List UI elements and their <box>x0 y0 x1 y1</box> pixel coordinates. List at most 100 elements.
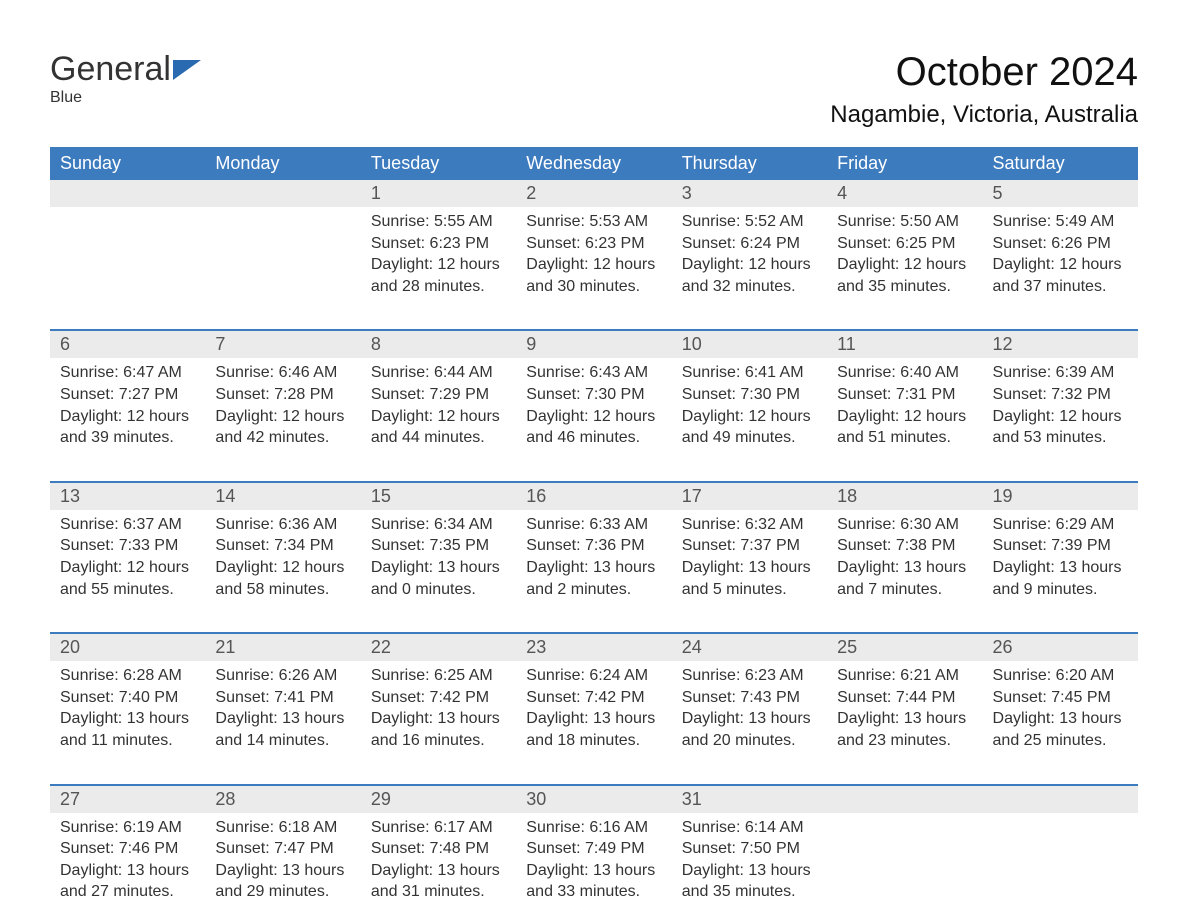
sunrise-text: Sunrise: 6:33 AM <box>526 514 661 536</box>
sunrise-text: Sunrise: 6:28 AM <box>60 665 195 687</box>
sunrise-text: Sunrise: 5:49 AM <box>993 211 1128 233</box>
sunrise-text: Sunrise: 5:55 AM <box>371 211 506 233</box>
sunset-text: Sunset: 6:23 PM <box>526 233 661 255</box>
day-number: 16 <box>516 483 671 510</box>
day-cell: Sunrise: 5:49 AMSunset: 6:26 PMDaylight:… <box>983 207 1138 315</box>
day-number: 13 <box>50 483 205 510</box>
day-number: 5 <box>983 180 1138 207</box>
sunrise-text: Sunrise: 6:21 AM <box>837 665 972 687</box>
day-number: 30 <box>516 786 671 813</box>
day-cell: Sunrise: 5:55 AMSunset: 6:23 PMDaylight:… <box>361 207 516 315</box>
sunset-text: Sunset: 7:39 PM <box>993 535 1128 557</box>
day-cell: Sunrise: 6:25 AMSunset: 7:42 PMDaylight:… <box>361 661 516 769</box>
daylight-text: Daylight: 13 hours and 7 minutes. <box>837 557 972 600</box>
sunrise-text: Sunrise: 6:18 AM <box>215 817 350 839</box>
sunset-text: Sunset: 7:28 PM <box>215 384 350 406</box>
day-number: 10 <box>672 331 827 358</box>
sunset-text: Sunset: 7:40 PM <box>60 687 195 709</box>
day-number: 22 <box>361 634 516 661</box>
daylight-text: Daylight: 13 hours and 14 minutes. <box>215 708 350 751</box>
daynum-row: 20212223242526 <box>50 632 1138 661</box>
sunrise-text: Sunrise: 6:25 AM <box>371 665 506 687</box>
week-body-row: Sunrise: 6:28 AMSunset: 7:40 PM Daylight:… <box>50 661 1138 769</box>
sunrise-text: Sunrise: 6:41 AM <box>682 362 817 384</box>
daylight-text: Daylight: 13 hours and 20 minutes. <box>682 708 817 751</box>
sunset-text: Sunset: 7:42 PM <box>371 687 506 709</box>
sunset-text: Sunset: 7:36 PM <box>526 535 661 557</box>
week-body-row: Sunrise: 6:37 AMSunset: 7:33 PMDaylight:… <box>50 510 1138 618</box>
title-block: October 2024 Nagambie, Victoria, Austral… <box>830 50 1138 129</box>
sunrise-text: Sunrise: 6:37 AM <box>60 514 195 536</box>
day-header: Friday <box>827 147 982 180</box>
day-number: 15 <box>361 483 516 510</box>
sunset-text: Sunset: 7:47 PM <box>215 838 350 860</box>
day-number: 20 <box>50 634 205 661</box>
day-cell: Sunrise: 6:26 AMSunset: 7:41 PMDaylight:… <box>205 661 360 769</box>
daylight-text: Daylight: 12 hours and 58 minutes. <box>215 557 350 600</box>
day-cell: Sunrise: 6:21 AMSunset: 7:44 PMDaylight:… <box>827 661 982 769</box>
daynum-row: 2728293031 <box>50 784 1138 813</box>
day-cell <box>205 207 360 315</box>
daylight-text: Daylight: 12 hours and 44 minutes. <box>371 406 506 449</box>
sunset-text: Sunset: 7:29 PM <box>371 384 506 406</box>
day-number: 21 <box>205 634 360 661</box>
sunrise-text: Sunrise: 6:43 AM <box>526 362 661 384</box>
day-number: 18 <box>827 483 982 510</box>
day-number: 25 <box>827 634 982 661</box>
sunset-text: Sunset: 7:34 PM <box>215 535 350 557</box>
daylight-text: Daylight: 12 hours and 51 minutes. <box>837 406 972 449</box>
sunrise-text: Sunrise: 6:20 AM <box>993 665 1128 687</box>
sunrise-text: Sunrise: 6:23 AM <box>682 665 817 687</box>
sunrise-text: Sunrise: 6:16 AM <box>526 817 661 839</box>
day-number: 29 <box>361 786 516 813</box>
day-header: Thursday <box>672 147 827 180</box>
day-cell: Sunrise: 6:24 AMSunset: 7:42 PMDaylight:… <box>516 661 671 769</box>
daylight-text: Daylight: 13 hours and 29 minutes. <box>215 860 350 903</box>
day-header: Tuesday <box>361 147 516 180</box>
sunset-text: Sunset: 7:31 PM <box>837 384 972 406</box>
daylight-text: Daylight: 12 hours and 46 minutes. <box>526 406 661 449</box>
sunrise-text: Sunrise: 6:14 AM <box>682 817 817 839</box>
day-cell: Sunrise: 6:28 AMSunset: 7:40 PMDaylight:… <box>50 661 205 769</box>
week-body-row: Sunrise: 5:55 AMSunset: 6:23 PMDaylight:… <box>50 207 1138 315</box>
sunset-text: Sunset: 7:37 PM <box>682 535 817 557</box>
day-number <box>50 180 205 207</box>
logo-text-blue: Blue <box>50 89 203 107</box>
day-cell: Sunrise: 6:37 AMSunset: 7:33 PMDaylight:… <box>50 510 205 618</box>
sunrise-text: Sunrise: 6:34 AM <box>371 514 506 536</box>
daylight-text: Daylight: 13 hours and 31 minutes. <box>371 860 506 903</box>
day-cell: Sunrise: 6:19 AMSunset: 7:46 PMDaylight:… <box>50 813 205 921</box>
sunset-text: Sunset: 7:42 PM <box>526 687 661 709</box>
sunset-text: Sunset: 6:23 PM <box>371 233 506 255</box>
day-header: Sunday <box>50 147 205 180</box>
daylight-text: Daylight: 13 hours and 0 minutes. <box>371 557 506 600</box>
sunset-text: Sunset: 7:32 PM <box>993 384 1128 406</box>
day-cell: Sunrise: 6:46 AMSunset: 7:28 PMDaylight:… <box>205 358 360 466</box>
sunset-text: Sunset: 7:46 PM <box>60 838 195 860</box>
month-title: October 2024 <box>830 50 1138 95</box>
day-header-row: Sunday Monday Tuesday Wednesday Thursday… <box>50 147 1138 180</box>
day-number: 31 <box>672 786 827 813</box>
day-cell: Sunrise: 6:18 AMSunset: 7:47 PMDaylight:… <box>205 813 360 921</box>
sunset-text: Sunset: 6:25 PM <box>837 233 972 255</box>
daylight-text: Daylight: 13 hours and 23 minutes. <box>837 708 972 751</box>
daynum-row: 12345 <box>50 180 1138 207</box>
day-number: 2 <box>516 180 671 207</box>
daylight-text: Daylight: 12 hours and 35 minutes. <box>837 254 972 297</box>
sunset-text: Sunset: 7:49 PM <box>526 838 661 860</box>
daylight-text: Daylight: 13 hours and 5 minutes. <box>682 557 817 600</box>
sunset-text: Sunset: 7:45 PM <box>993 687 1128 709</box>
day-cell: Sunrise: 6:40 AMSunset: 7:31 PMDaylight:… <box>827 358 982 466</box>
daylight-text: Daylight: 13 hours and 9 minutes. <box>993 557 1128 600</box>
day-number: 3 <box>672 180 827 207</box>
day-cell <box>983 813 1138 921</box>
day-cell: Sunrise: 6:20 AMSunset: 7:45 PMDaylight:… <box>983 661 1138 769</box>
day-number: 8 <box>361 331 516 358</box>
day-number: 6 <box>50 331 205 358</box>
day-cell <box>50 207 205 315</box>
sunrise-text: Sunrise: 6:46 AM <box>215 362 350 384</box>
day-number: 1 <box>361 180 516 207</box>
sunrise-text: Sunrise: 6:19 AM <box>60 817 195 839</box>
daylight-text: Daylight: 12 hours and 42 minutes. <box>215 406 350 449</box>
week-body-row: Sunrise: 6:47 AMSunset: 7:27 PMDaylight:… <box>50 358 1138 466</box>
